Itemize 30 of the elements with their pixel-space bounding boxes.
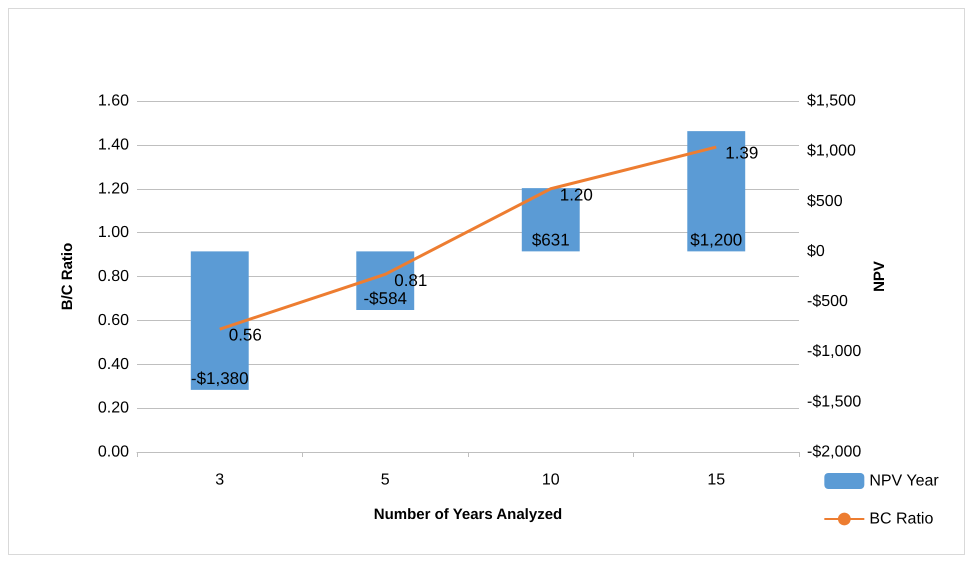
y2-axis-title: NPV bbox=[871, 261, 888, 292]
y2-tick-label: -$1,000 bbox=[807, 343, 862, 360]
x-tick-label: 10 bbox=[542, 472, 560, 488]
x-axis-title: Number of Years Analyzed bbox=[374, 506, 562, 523]
y2-tick-label: -$500 bbox=[807, 293, 848, 310]
legend-label: NPV Year bbox=[869, 472, 940, 490]
y-tick-label: 0.00 bbox=[98, 444, 130, 460]
x-tick-label: 3 bbox=[215, 472, 224, 488]
y2-tick-label: -$1,500 bbox=[807, 393, 862, 410]
y-tick-label: 0.40 bbox=[98, 356, 130, 373]
y-tick-label: 0.60 bbox=[98, 312, 130, 329]
data-label: -$1,380 bbox=[190, 368, 249, 388]
y2-tick-label: -$2,000 bbox=[807, 444, 862, 460]
y-tick-label: 1.60 bbox=[98, 92, 130, 110]
y2-tick-label: $1,500 bbox=[807, 92, 856, 110]
y-tick-label: 1.20 bbox=[98, 180, 130, 198]
y-tick-label: 1.00 bbox=[98, 224, 130, 242]
y2-tick-label: $0 bbox=[807, 242, 825, 260]
y-tick-label: 1.40 bbox=[98, 136, 130, 154]
data-label: -$584 bbox=[364, 288, 407, 308]
data-label: $631 bbox=[532, 230, 570, 250]
y-tick-label: 0.80 bbox=[98, 268, 130, 285]
x-tick-label: 5 bbox=[380, 472, 390, 488]
y-tick-label: 0.20 bbox=[98, 400, 130, 417]
legend-label: BC Ratio bbox=[869, 510, 934, 528]
x-tick-label: 15 bbox=[707, 472, 726, 488]
y-axis-title: B/C Ratio bbox=[59, 242, 76, 310]
y2-tick-label: $1,000 bbox=[807, 142, 856, 160]
data-label: $1,200 bbox=[690, 230, 742, 250]
y2-tick-label: $500 bbox=[807, 192, 843, 210]
